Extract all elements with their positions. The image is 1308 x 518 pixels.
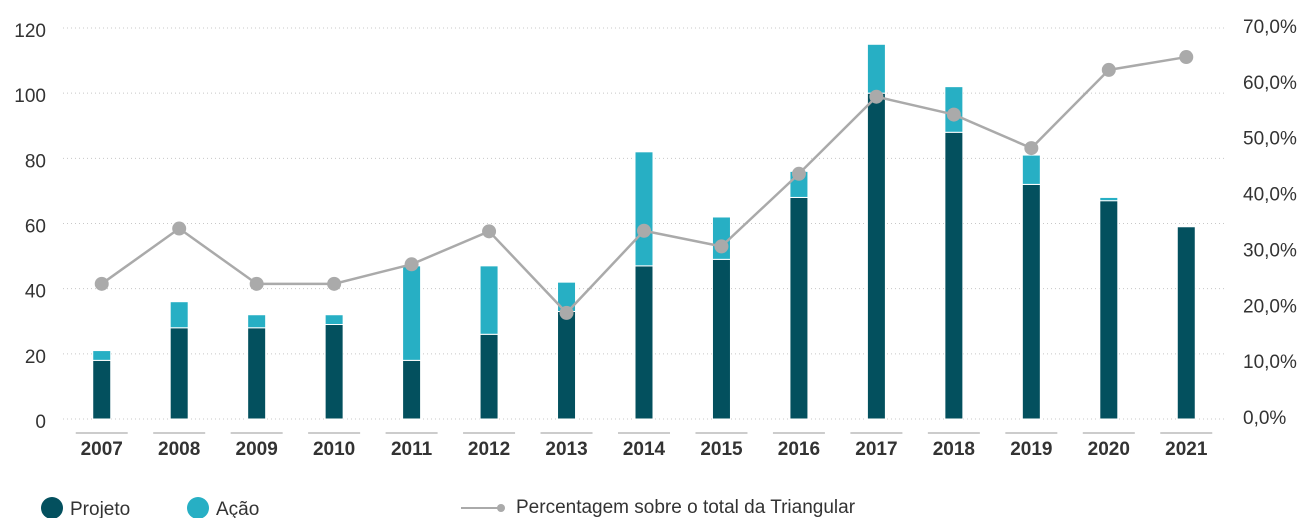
x-tick-label: 2017 xyxy=(855,439,897,460)
y2-tick-label: 70,0% xyxy=(1243,17,1297,38)
bar-segment xyxy=(1099,196,1119,202)
y2-tick-label: 60,0% xyxy=(1243,73,1297,94)
line-point xyxy=(1024,141,1039,156)
line-point xyxy=(714,239,729,254)
line-point xyxy=(869,89,884,104)
x-tick-label: 2015 xyxy=(700,439,743,460)
bar-segment xyxy=(402,359,422,420)
line-point xyxy=(1179,50,1194,65)
y2-tick-label: 40,0% xyxy=(1243,185,1297,206)
bar-segment xyxy=(169,327,189,420)
y2-tick-label: 30,0% xyxy=(1243,240,1297,261)
bar-segment xyxy=(479,333,499,420)
line-point xyxy=(637,223,651,238)
line-point xyxy=(94,276,109,291)
bar-segment xyxy=(247,327,267,420)
x-tick-label: 2019 xyxy=(1010,439,1052,460)
y-tick-label: 20 xyxy=(25,347,46,368)
bar-segment xyxy=(92,350,112,361)
bar-segment xyxy=(92,359,112,420)
legend-label: Ação xyxy=(216,499,259,518)
x-tick-label: 2010 xyxy=(313,439,355,460)
y-tick-label: 80 xyxy=(25,151,46,172)
legend-label: Percentagem sobre o total da Triangular xyxy=(516,497,856,518)
y-tick-label: 40 xyxy=(25,282,46,303)
bar-segment xyxy=(247,314,267,329)
bar-segment xyxy=(557,310,577,420)
bar-segment xyxy=(402,265,422,361)
line-point xyxy=(946,107,961,122)
line-point xyxy=(172,221,187,236)
x-tick-label: 2018 xyxy=(933,439,975,460)
line-point xyxy=(559,305,574,320)
line-point xyxy=(327,276,342,291)
legend-swatch xyxy=(187,497,209,518)
x-tick-label: 2008 xyxy=(158,439,200,460)
bar-segment xyxy=(634,265,654,420)
bar-segment xyxy=(866,92,886,420)
y-tick-label: 60 xyxy=(25,217,46,238)
x-tick-label: 2014 xyxy=(623,439,666,460)
x-tick-label: 2013 xyxy=(545,439,587,460)
y2-tick-label: 10,0% xyxy=(1243,352,1297,373)
bar-segment xyxy=(1176,226,1196,420)
x-tick-label: 2012 xyxy=(468,439,510,460)
legend-dot xyxy=(497,504,505,512)
bar-segment xyxy=(634,151,654,267)
y2-tick-label: 20,0% xyxy=(1243,296,1297,317)
bar-segment xyxy=(711,258,731,420)
x-tick-label: 2016 xyxy=(778,439,820,460)
bar-segment xyxy=(866,43,886,94)
x-tick-label: 2011 xyxy=(391,439,433,460)
bar-segment xyxy=(324,324,344,420)
x-tick-label: 2020 xyxy=(1088,439,1130,460)
bar-segment xyxy=(944,131,964,420)
line-point xyxy=(404,257,419,272)
x-tick-label: 2009 xyxy=(236,439,278,460)
line-point xyxy=(482,224,497,239)
bar-segment xyxy=(479,265,499,335)
legend-label: Projeto xyxy=(70,499,130,518)
y2-tick-label: 0,0% xyxy=(1243,408,1286,429)
legend-swatch xyxy=(41,497,63,518)
line-point xyxy=(249,276,264,291)
bar-segment xyxy=(1021,154,1041,185)
y-tick-label: 120 xyxy=(14,21,46,42)
x-tick-label: 2021 xyxy=(1165,439,1208,460)
bar-segment xyxy=(324,314,344,326)
y2-tick-label: 50,0% xyxy=(1243,129,1297,150)
line-point xyxy=(1101,62,1116,77)
y-tick-label: 0 xyxy=(35,412,46,433)
line-point xyxy=(791,166,806,181)
bar-segment xyxy=(789,196,809,420)
bar-segment xyxy=(1021,183,1041,420)
x-tick-label: 2007 xyxy=(81,439,123,460)
bar-segment xyxy=(1099,200,1119,420)
bar-segment xyxy=(169,301,189,329)
y-tick-label: 100 xyxy=(14,86,46,107)
